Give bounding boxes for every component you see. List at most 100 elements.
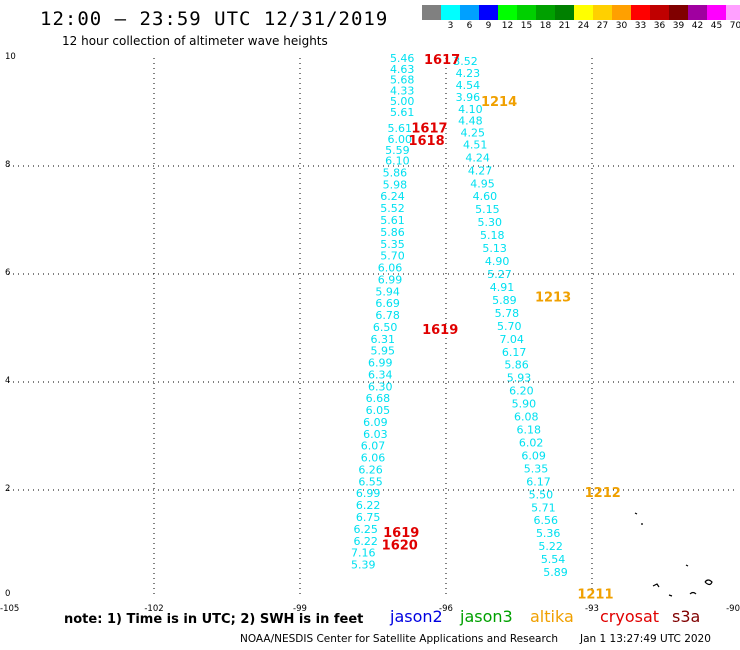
swh-value: 6.26: [358, 463, 383, 476]
island-shape: [689, 579, 713, 595]
swh-value: 6.75: [356, 511, 381, 524]
swh-value: 5.52: [380, 202, 405, 215]
swh-value: 6.07: [361, 440, 386, 453]
satellite-altika: altika: [530, 607, 574, 626]
swh-value: 5.61: [380, 214, 405, 227]
island-shape: [634, 512, 689, 597]
y-tick-label: 0: [5, 589, 10, 599]
swh-value: 6.56: [534, 514, 559, 527]
x-tick-label: -96: [439, 604, 453, 614]
legend-label: 12: [501, 21, 514, 31]
legend-swatch: [517, 5, 536, 20]
satellite-cryosat: cryosat: [600, 607, 660, 626]
swh-value: 5.36: [536, 527, 561, 540]
legend-label: 27: [596, 21, 609, 31]
swh-value: 6.05: [366, 404, 391, 417]
y-tick-label: 10: [5, 52, 16, 62]
swh-value: 5.70: [380, 250, 405, 263]
swh-value: 5.13: [482, 242, 507, 255]
legend-label: 45: [710, 21, 723, 31]
swh-value: 5.89: [492, 294, 517, 307]
swh-value: 5.00: [390, 95, 415, 108]
legend-label: 42: [691, 21, 704, 31]
swh-value: 5.18: [480, 229, 505, 242]
y-tick-label: 8: [5, 160, 10, 170]
grid-lines: [8, 58, 738, 598]
swh-value: 5.86: [504, 359, 529, 372]
map-subtitle: 12 hour collection of altimeter wave hei…: [62, 34, 328, 48]
swh-value: 5.90: [512, 398, 537, 411]
swh-value: 6.17: [502, 346, 527, 359]
legend-swatch: [460, 5, 479, 20]
swh-value: 6.31: [370, 333, 395, 346]
swh-value: 4.27: [468, 164, 493, 177]
swh-value: 4.10: [458, 103, 483, 116]
swh-value: 4.95: [470, 177, 495, 190]
swh-value: 6.10: [385, 155, 410, 168]
legend-swatch: [612, 5, 631, 20]
swh-value: 4.60: [473, 190, 498, 203]
swh-value: 6.06: [361, 452, 386, 465]
swh-value: 5.39: [351, 559, 376, 572]
x-tick-label: -93: [585, 604, 599, 614]
swh-value: 6.99: [368, 357, 393, 370]
swh-value: 6.09: [363, 416, 388, 429]
swh-value: 4.33: [390, 84, 415, 97]
swh-value: 7.16: [351, 547, 376, 560]
footnote: note: 1) Time is in UTC; 2) SWH is in fe…: [64, 612, 364, 627]
legend-label: 6: [466, 21, 473, 31]
time-label: 1214: [481, 95, 517, 110]
y-tick-label: 2: [5, 484, 10, 494]
swh-value: 6.00: [388, 133, 413, 146]
credit-line: NOAA/NESDIS Center for Satellite Applica…: [240, 633, 558, 645]
generated-timestamp: Jan 1 13:27:49 UTC 2020: [580, 633, 711, 645]
map-title: 12:00 – 23:59 UTC 12/31/2019: [40, 8, 389, 30]
swh-value: 5.35: [524, 462, 549, 475]
swh-value: 6.34: [368, 368, 393, 381]
swh-value: 5.15: [475, 203, 500, 216]
swh-value: 5.35: [380, 238, 405, 251]
legend-label: 9: [485, 21, 492, 31]
legend-label: 30: [615, 21, 628, 31]
swh-value: 5.86: [383, 166, 408, 179]
legend-label: 3: [447, 21, 454, 31]
legend-swatch: [650, 5, 669, 20]
swh-value: 6.69: [375, 297, 400, 310]
legend-label: 36: [653, 21, 666, 31]
coastline-islands: [634, 512, 713, 597]
legend-label: 21: [558, 21, 571, 31]
time-label: 1212: [585, 486, 621, 501]
swh-value: 6.09: [521, 449, 546, 462]
swh-value: 5.61: [388, 122, 413, 135]
swh-value: 5.94: [375, 285, 400, 298]
swh-value: 5.27: [487, 268, 512, 281]
swh-value: 6.99: [378, 273, 403, 286]
satellite-s3a: s3a: [672, 607, 701, 626]
swh-value: 6.08: [514, 411, 539, 424]
swh-value: 6.50: [373, 321, 398, 334]
swh-value: 6.24: [380, 190, 405, 203]
time-label: 1213: [535, 291, 571, 306]
legend-label: 15: [520, 21, 533, 31]
axis-ticks: -105 -102 -99 -96 -93 -90 0 2 4 6 8 10: [0, 52, 740, 614]
swh-value: 6.02: [519, 436, 544, 449]
legend-label: 70: [729, 21, 740, 31]
swh-value: 7.04: [499, 333, 524, 346]
swh-value: 5.68: [390, 74, 415, 87]
swh-value: 4.24: [465, 151, 490, 164]
swh-value: 6.55: [358, 475, 383, 488]
swh-value: 5.98: [383, 178, 408, 191]
y-tick-label: 4: [5, 376, 10, 386]
time-label: 1619: [383, 526, 419, 541]
swh-value: 4.91: [490, 281, 515, 294]
swh-value: 5.50: [529, 488, 554, 501]
legend-label: 33: [634, 21, 647, 31]
swh-value: 6.25: [353, 523, 378, 536]
swh-value: 6.06: [378, 262, 403, 275]
x-tick-label: -90: [726, 604, 740, 614]
swh-value: 5.22: [538, 540, 563, 553]
swh-value: 5.86: [380, 226, 405, 239]
swh-value: 6.22: [356, 499, 381, 512]
legend-label: 24: [577, 21, 590, 31]
